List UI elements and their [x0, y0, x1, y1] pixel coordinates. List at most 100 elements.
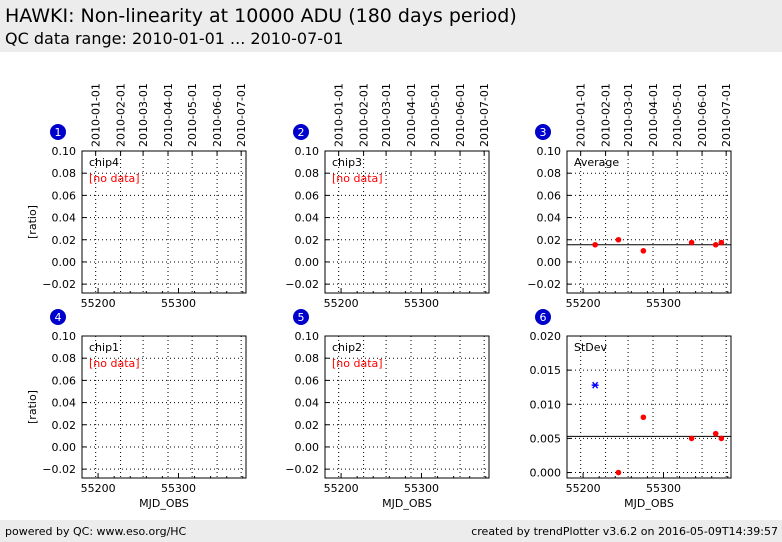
- y-tick-label: 0.00: [537, 256, 562, 269]
- y-tick-label: −0.02: [527, 278, 561, 291]
- y-tick-label: −0.02: [285, 463, 319, 476]
- plot-frame: [81, 150, 247, 294]
- header-bar: HAWKI: Non-linearity at 10000 ADU (180 d…: [0, 0, 782, 52]
- top-date-label: 2010-03-01: [380, 83, 393, 147]
- x-tick-label: 55200: [324, 482, 359, 495]
- x-tick-label: 55300: [404, 482, 439, 495]
- top-date-label: 2010-04-01: [647, 83, 660, 147]
- x-tick-label: 55300: [404, 297, 439, 310]
- panel-number-badge: [293, 309, 309, 325]
- top-date-label: 2010-05-01: [671, 83, 684, 147]
- outlier-stroke: [592, 381, 599, 389]
- y-tick-label: 0.02: [52, 419, 77, 432]
- footer-generator: created by trendPlotter v3.6.2 on 2016-0…: [471, 525, 778, 538]
- no-data-label: [no data]: [332, 172, 383, 185]
- top-date-label: 2010-02-01: [600, 83, 613, 147]
- data-point: [718, 435, 725, 442]
- y-tick-label: 0.015: [530, 364, 562, 377]
- x-tick-label: 55200: [81, 482, 116, 495]
- data-point: [592, 241, 598, 248]
- panel-number-badge: [535, 309, 551, 325]
- y-tick-label: 0.08: [52, 167, 77, 180]
- y-tick-label: 0.10: [295, 145, 320, 158]
- y-tick-label: 0.10: [52, 145, 77, 158]
- no-data-label: [no data]: [89, 357, 140, 370]
- y-tick-label: 0.020: [530, 330, 562, 343]
- y-tick-label: 0.06: [52, 374, 77, 387]
- y-tick-label: 0.04: [295, 212, 320, 225]
- chart-panel-5: 0.10 0.08 0.06 0.04 0.02 0.00 −0.02 55200 55300 c…: [285, 309, 490, 510]
- footer-credit: powered by QC: www.eso.org/HC: [5, 525, 187, 538]
- top-date-label: 2010-01-01: [333, 83, 346, 147]
- panel-number: 4: [55, 311, 62, 324]
- y-tick-label: 0.02: [52, 234, 77, 247]
- data-point: [718, 239, 725, 246]
- y-tick-label: 0.06: [52, 189, 77, 202]
- y-tick-label: 0.010: [530, 398, 562, 411]
- page-subtitle: QC data range: 2010-01-01 ... 2010-07-01: [5, 29, 344, 48]
- x-axis-label: MJD_OBS: [139, 497, 189, 510]
- x-tick-label: 55300: [646, 297, 681, 310]
- data-point: [712, 430, 719, 437]
- y-tick-label: 0.06: [295, 189, 320, 202]
- plot-frame: [566, 150, 732, 294]
- plot-frame: [566, 335, 732, 479]
- top-date-label: 2010-04-01: [162, 83, 175, 147]
- data-point: [688, 239, 695, 246]
- no-data-label: [no data]: [89, 172, 140, 185]
- page-title: HAWKI: Non-linearity at 10000 ADU (180 d…: [5, 5, 517, 27]
- x-tick-label: 55300: [161, 482, 196, 495]
- chart-grid: 0.10 0.08 0.06 0.04 0.02 0.00 −0.02 55200 55300 2…: [26, 83, 733, 510]
- y-tick-label: 0.08: [295, 352, 320, 365]
- top-date-label: 2010-02-01: [115, 83, 128, 147]
- panel-label: chip1: [89, 341, 119, 354]
- no-data-label: [no data]: [332, 357, 383, 370]
- y-tick-label: 0.04: [52, 212, 77, 225]
- panel-number: 5: [298, 311, 305, 324]
- top-date-label: 2010-02-01: [358, 83, 371, 147]
- data-point: [640, 414, 647, 421]
- panel-number-badge: [293, 124, 309, 140]
- panel-number: 6: [540, 311, 547, 324]
- top-date-label: 2010-06-01: [454, 83, 467, 147]
- panel-label: chip3: [332, 156, 362, 169]
- x-tick-label: 55200: [324, 297, 359, 310]
- y-axis-label: [ratio]: [26, 205, 39, 239]
- data-point: [712, 241, 719, 248]
- y-tick-label: −0.02: [42, 278, 76, 291]
- y-tick-label: 0.04: [52, 397, 77, 410]
- plot-frame: [81, 335, 247, 479]
- panel-number-badge: [50, 309, 66, 325]
- top-date-label: 2010-06-01: [211, 83, 224, 147]
- top-date-label: 2010-07-01: [720, 83, 733, 147]
- y-tick-label: 0.10: [295, 330, 320, 343]
- chart-panel-1: 0.10 0.08 0.06 0.04 0.02 0.00 −0.02 55200 55300 2…: [26, 83, 248, 310]
- y-tick-label: 0.00: [52, 441, 77, 454]
- panel-label: chip4: [89, 156, 119, 169]
- y-tick-label: 0.10: [537, 145, 562, 158]
- plot-frame: [324, 335, 490, 479]
- y-tick-label: 0.04: [295, 397, 320, 410]
- panel-number: 3: [540, 126, 547, 139]
- y-tick-label: 0.00: [52, 256, 77, 269]
- panel-label: StDev: [574, 341, 608, 354]
- top-date-label: 2010-07-01: [235, 83, 248, 147]
- y-axis-label: [ratio]: [26, 390, 39, 424]
- y-tick-label: 0.005: [530, 432, 562, 445]
- y-tick-label: −0.02: [285, 278, 319, 291]
- data-point: [615, 469, 622, 476]
- panel-number-badge: [535, 124, 551, 140]
- y-tick-label: 0.000: [530, 467, 562, 480]
- y-tick-label: 0.10: [52, 330, 77, 343]
- y-tick-label: 0.02: [295, 234, 320, 247]
- y-tick-label: 0.00: [295, 441, 320, 454]
- panel-number-badge: [50, 124, 66, 140]
- panel-number: 1: [55, 126, 62, 139]
- top-date-label: 2010-05-01: [429, 83, 442, 147]
- x-tick-label: 55300: [646, 482, 681, 495]
- outlier-point: [591, 381, 599, 389]
- y-tick-label: 0.08: [537, 167, 562, 180]
- y-tick-label: −0.02: [42, 463, 76, 476]
- y-tick-label: 0.02: [295, 419, 320, 432]
- y-tick-label: 0.04: [537, 212, 562, 225]
